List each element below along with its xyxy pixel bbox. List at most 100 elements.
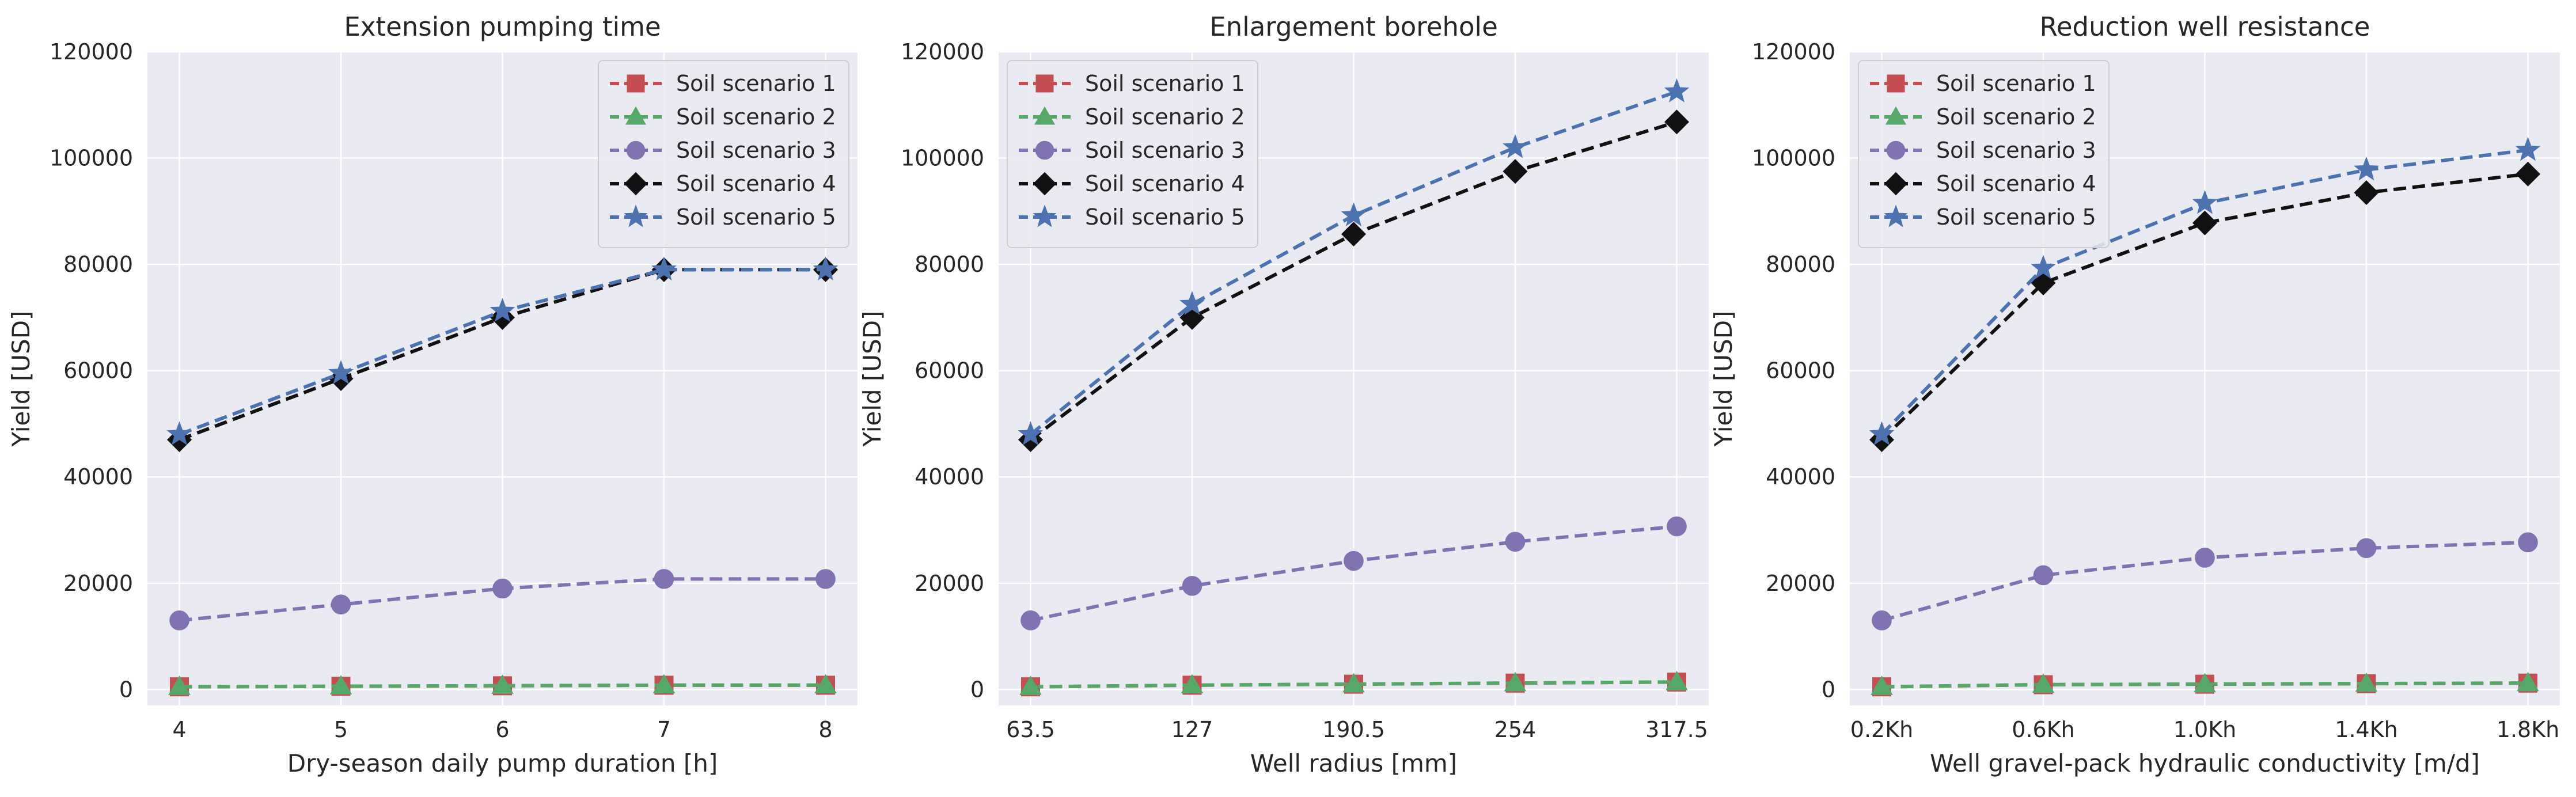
data-point [1503,134,1528,158]
data-point [1181,674,1204,694]
data-point [169,610,189,631]
x-tick-label: 1.4Kh [2335,717,2397,742]
x-tick-label: 6 [495,717,509,742]
series-3 [1872,532,2538,631]
series-3 [1020,516,1687,631]
series-5 [1018,78,1690,446]
y-tick-label: 120000 [1752,39,1835,64]
data-point [491,674,514,694]
data-point [1344,551,1364,571]
data-point [168,675,191,695]
series-line [1880,172,2528,441]
x-axis-label: Dry-season daily pump duration [h] [287,749,718,777]
y-tick-label: 100000 [1752,146,1835,171]
data-point [1179,305,1205,330]
legend-label: Soil scenario 1 [676,71,836,96]
series-2 [168,674,837,695]
data-point [1664,78,1690,103]
data-point [652,674,676,694]
data-point [2517,671,2539,692]
data-point [328,360,354,384]
y-tick-label: 20000 [1766,571,1835,596]
data-point [166,421,192,446]
legend: Soil scenario 1 Soil scenario 2 Soil scena… [1858,60,2110,248]
data-point [2354,180,2379,206]
data-point [2516,161,2541,187]
data-point [2195,548,2215,568]
data-point [2518,532,2538,553]
legend-box [598,60,849,248]
y-tick-label: 20000 [63,571,133,596]
x-tick-label: 4 [172,717,186,742]
y-tick-label: 80000 [1766,252,1835,277]
series-2 [1019,670,1688,695]
legend-marker [1035,74,1054,93]
y-tick-label: 120000 [901,39,984,64]
data-point [815,569,836,589]
x-tick-label: 0.6Kh [2012,717,2074,742]
data-point [2192,210,2218,236]
chart-panel-3: 0 20000 40000 60000 80000 100000 120000 0.2Kh 0.… [1709,12,2560,777]
data-point [1018,421,1044,446]
y-tick-label: 60000 [915,358,984,384]
y-tick-label: 100000 [50,146,133,171]
y-tick-label: 40000 [1766,464,1835,489]
y-axis-label: Yield [USD] [7,311,35,447]
legend-marker [1884,204,1908,227]
data-point [2515,136,2541,161]
data-point [2031,270,2056,295]
legend-label: Soil scenario 2 [676,104,836,130]
legend-label: Soil scenario 5 [1085,204,1245,230]
x-tick-label: 8 [818,717,832,742]
series-5 [1869,136,2541,446]
y-tick-label: 0 [1822,677,1835,702]
data-point [1019,675,1042,695]
legend-marker [1035,141,1054,160]
data-point [492,578,513,599]
data-point [1505,532,1526,552]
data-point [1179,291,1205,315]
chart-panel-2: 0 20000 40000 60000 80000 100000 120000 63.5 127… [858,12,1709,777]
data-point [1503,159,1528,184]
series-3 [169,569,836,631]
y-tick-label: 20000 [915,571,984,596]
data-point [1666,670,1688,690]
legend-label: Soil scenario 3 [1936,138,2096,163]
data-point [814,674,837,694]
chart-title: Extension pumping time [344,12,661,42]
x-tick-label: 190.5 [1322,717,1385,742]
x-tick-label: 1.0Kh [2173,717,2236,742]
legend-marker [1034,106,1056,125]
legend-label: Soil scenario 5 [1936,204,2096,230]
data-point [2192,189,2218,214]
legend: Soil scenario 1 Soil scenario 2 Soil scena… [1007,60,1258,248]
data-point [1341,202,1367,226]
y-tick-label: 40000 [63,464,133,489]
legend-label: Soil scenario 2 [1085,104,1245,130]
y-axis-label: Yield [USD] [858,311,886,447]
legend-marker [626,141,646,160]
legend-label: Soil scenario 1 [1936,71,2096,96]
legend-marker [1885,106,1907,125]
y-tick-label: 0 [970,677,984,702]
x-tick-label: 254 [1494,717,1537,742]
legend-label: Soil scenario 1 [1085,71,1245,96]
x-tick-label: 5 [334,717,348,742]
data-point [1341,222,1367,247]
x-axis-label: Well radius [mm] [1250,749,1457,777]
legend-marker [1887,74,1905,93]
data-point [1664,109,1690,135]
chart-panel-1: 0 20000 40000 60000 80000 100000 120000 4 5 6 7 8 Ex… [7,12,858,777]
series-2 [1871,671,2539,695]
data-point [651,256,677,280]
data-point [813,256,839,280]
data-point [2355,672,2378,692]
legend-label: Soil scenario 4 [1085,171,1245,196]
y-tick-label: 0 [119,677,133,702]
y-tick-label: 40000 [915,464,984,489]
y-axis-label: Yield [USD] [1709,311,1737,447]
data-point [2032,673,2055,693]
data-point [1342,673,1365,693]
